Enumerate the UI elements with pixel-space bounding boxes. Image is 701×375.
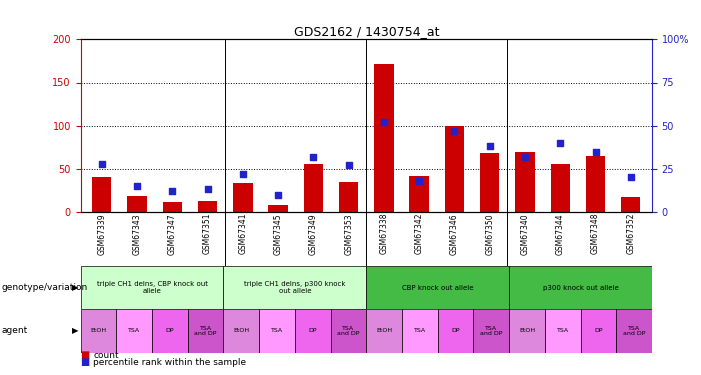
Text: EtOH: EtOH [90,328,107,333]
Bar [224,309,259,352]
Bar [198,201,217,212]
Point [343,162,354,168]
Bar [233,183,252,212]
Text: percentile rank within the sample: percentile rank within the sample [93,358,246,367]
Text: ■: ■ [81,357,90,367]
Text: EtOH: EtOH [233,328,250,333]
Point [554,140,566,146]
Text: GSM67342: GSM67342 [415,213,423,255]
Point [237,171,248,177]
Text: EtOH: EtOH [519,328,535,333]
Text: CBP knock out allele: CBP knock out allele [402,285,473,291]
Point [273,192,284,198]
Text: GSM67339: GSM67339 [97,213,107,255]
Bar [128,196,147,212]
Bar [339,182,358,212]
Bar [188,309,224,352]
Text: TSA: TSA [271,328,283,333]
Text: TSA: TSA [128,328,140,333]
Bar [81,309,116,352]
Bar [480,153,499,212]
Text: GSM67338: GSM67338 [379,213,388,255]
Point [308,154,319,160]
Text: genotype/variation: genotype/variation [1,284,88,292]
Bar [116,309,152,352]
Bar [259,309,295,352]
Point [202,186,213,192]
Bar [473,309,509,352]
Bar [304,164,323,212]
Text: GSM67351: GSM67351 [203,213,212,255]
Bar [509,309,545,352]
Point [167,188,178,194]
Point [96,160,107,166]
Bar [374,63,393,212]
Text: GSM67344: GSM67344 [556,213,565,255]
Text: ▶: ▶ [72,326,79,335]
Bar [402,309,437,352]
Text: GSM67352: GSM67352 [626,213,635,255]
Bar [152,309,188,352]
Text: DP: DP [594,328,603,333]
Point [484,143,496,149]
Bar [409,176,429,212]
Text: DP: DP [308,328,317,333]
Bar [268,205,288,212]
Text: TSA
and DP: TSA and DP [194,326,217,336]
Bar [616,309,652,352]
Text: GSM67343: GSM67343 [132,213,142,255]
Bar [295,309,331,352]
Point [379,119,390,125]
Text: count: count [93,351,119,360]
Text: TSA: TSA [557,328,569,333]
Text: TSA
and DP: TSA and DP [337,326,360,336]
Text: GSM67340: GSM67340 [520,213,529,255]
Text: DP: DP [451,328,460,333]
Text: GSM67350: GSM67350 [485,213,494,255]
Bar [509,266,652,309]
Text: TSA
and DP: TSA and DP [480,326,503,336]
Text: GSM67347: GSM67347 [168,213,177,255]
Text: GSM67353: GSM67353 [344,213,353,255]
Bar [550,164,570,212]
Text: TSA: TSA [414,328,426,333]
Text: agent: agent [1,326,27,335]
Text: GSM67349: GSM67349 [309,213,318,255]
Bar [586,156,605,212]
Bar [444,126,464,212]
Bar [545,309,580,352]
Bar [367,266,509,309]
Point [590,148,601,154]
Text: ■: ■ [81,350,90,360]
Point [519,154,531,160]
Text: DP: DP [165,328,174,333]
Text: GSM67341: GSM67341 [238,213,247,255]
Text: GSM67346: GSM67346 [450,213,459,255]
Bar [437,309,473,352]
Text: triple CH1 delns, p300 knock
out allele: triple CH1 delns, p300 knock out allele [244,281,346,294]
Text: triple CH1 delns, CBP knock out
allele: triple CH1 delns, CBP knock out allele [97,281,207,294]
Bar [580,309,616,352]
Text: TSA
and DP: TSA and DP [623,326,645,336]
Bar [331,309,367,352]
Bar [515,152,535,212]
Bar [163,201,182,212]
Point [449,128,460,134]
Text: ▶: ▶ [72,284,79,292]
Text: p300 knock out allele: p300 knock out allele [543,285,618,291]
Text: GSM67348: GSM67348 [591,213,600,255]
Point [625,174,637,180]
Text: EtOH: EtOH [376,328,392,333]
Bar [92,177,111,212]
Point [414,178,425,184]
Bar [621,197,641,212]
Bar [81,266,224,309]
Bar [367,309,402,352]
Bar [224,266,367,309]
Point [131,183,142,189]
Title: GDS2162 / 1430754_at: GDS2162 / 1430754_at [294,25,439,38]
Text: GSM67345: GSM67345 [273,213,283,255]
